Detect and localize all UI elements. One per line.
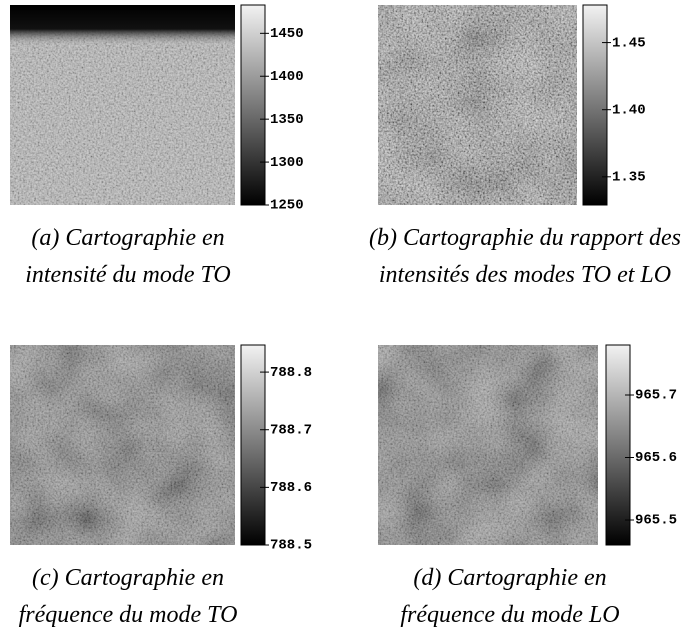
caption: (c) Cartographie en — [32, 565, 224, 591]
colorbar-tick-label: 788.7 — [270, 422, 312, 438]
caption: (a) Cartographie en — [31, 225, 224, 251]
colorbar-tick-label: 788.8 — [270, 365, 312, 381]
caption: (b) Cartographie du rapport des — [369, 225, 681, 251]
colorbar-tick-label: 788.5 — [270, 538, 312, 554]
colorbar-tick-label: 1.45 — [612, 35, 646, 51]
colorbar-tick-label: 1450 — [270, 26, 304, 42]
colorbar-tick-label: 965.7 — [635, 388, 677, 404]
colorbar-tick-label: 965.5 — [635, 513, 677, 529]
colorbar-tick-label: 1400 — [270, 69, 304, 85]
map-c — [10, 345, 235, 545]
colorbar-tick-label: 1.40 — [612, 102, 646, 118]
colorbar — [582, 4, 608, 206]
colorbar-tick-label: 788.6 — [270, 480, 312, 496]
colorbar-tick-label: 965.6 — [635, 450, 677, 466]
colorbar — [240, 344, 266, 546]
caption: fréquence du mode TO — [19, 602, 238, 628]
colorbar-tick-label: 1250 — [270, 198, 304, 214]
caption: intensités des modes TO et LO — [379, 262, 671, 288]
caption: fréquence du mode LO — [400, 602, 619, 628]
caption: intensité du mode TO — [25, 262, 231, 288]
colorbar — [605, 344, 631, 546]
map-a — [10, 5, 235, 205]
colorbar — [240, 4, 266, 206]
map-b — [378, 5, 577, 205]
colorbar-tick-label: 1.35 — [612, 170, 646, 186]
caption: (d) Cartographie en — [413, 565, 606, 591]
colorbar-tick-label: 1350 — [270, 112, 304, 128]
map-d — [378, 345, 598, 545]
colorbar-tick-label: 1300 — [270, 155, 304, 171]
